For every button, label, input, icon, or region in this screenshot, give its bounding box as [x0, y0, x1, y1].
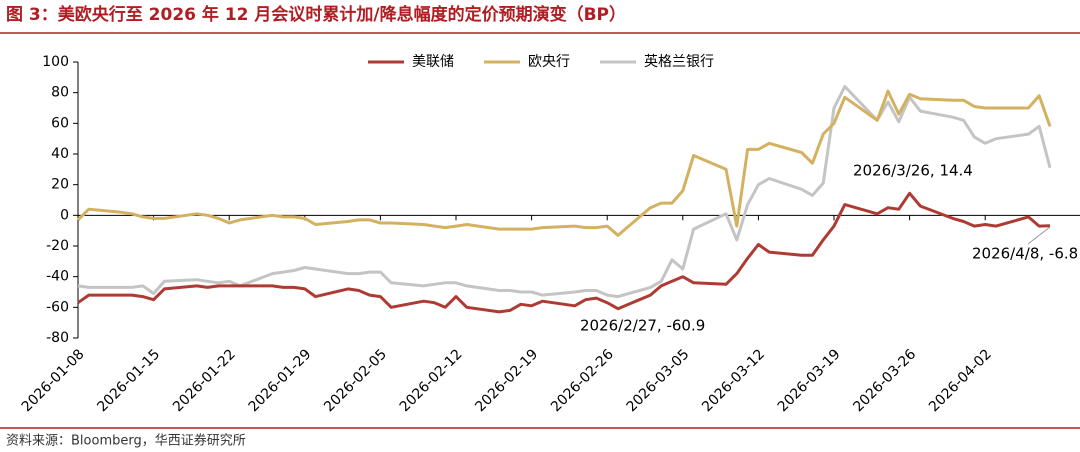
x-tick-label: 2026-01-08 — [19, 346, 88, 415]
y-tick-label: 20 — [51, 177, 69, 193]
y-tick-label: 60 — [51, 115, 69, 131]
series-line — [77, 191, 1051, 314]
annotation-leader — [1027, 226, 1051, 245]
y-tick-label: 40 — [51, 146, 69, 162]
x-tick-label: 2026-03-19 — [775, 346, 844, 415]
x-tick-label: 2026-03-12 — [699, 346, 768, 415]
x-tick-label: 2026-01-29 — [246, 346, 315, 415]
series-line — [77, 85, 1052, 299]
x-tick-label: 2026-02-26 — [548, 346, 617, 415]
annotation: 2026/4/8, -6.8 — [972, 245, 1078, 263]
x-tick-label: 2026-02-12 — [397, 346, 466, 415]
x-tick-label: 2026-01-15 — [94, 346, 163, 415]
x-tick-label: 2026-03-05 — [624, 346, 693, 415]
y-tick-label: -20 — [46, 238, 69, 254]
y-tick-label: -40 — [46, 269, 69, 285]
series-line — [76, 89, 1052, 237]
source: 资料来源：Bloomberg，华西证券研究所 — [6, 433, 246, 449]
y-tick-label: 0 — [60, 207, 69, 223]
chart-title: 图 3：美欧央行至 2026 年 12 月会议时累计加/降息幅度的定价预期演变（… — [6, 4, 626, 25]
legend-label: 美联储 — [412, 54, 454, 70]
legend-label: 欧央行 — [528, 54, 570, 70]
annotation: 2026/3/26, 14.4 — [853, 162, 973, 180]
y-tick-label: 100 — [42, 54, 69, 70]
x-tick-label: 2026-01-22 — [170, 346, 239, 415]
x-tick-label: 2026-03-26 — [850, 346, 919, 415]
x-tick-label: 2026-02-05 — [321, 346, 390, 415]
x-tick-label: 2026-04-02 — [926, 346, 995, 415]
y-tick-label: -60 — [46, 299, 69, 315]
y-tick-label: 80 — [51, 85, 69, 101]
legend-label: 英格兰银行 — [644, 53, 714, 70]
y-tick-label: -80 — [46, 330, 69, 346]
annotation: 2026/2/27, -60.9 — [580, 317, 705, 335]
x-tick-label: 2026-02-19 — [472, 346, 541, 415]
